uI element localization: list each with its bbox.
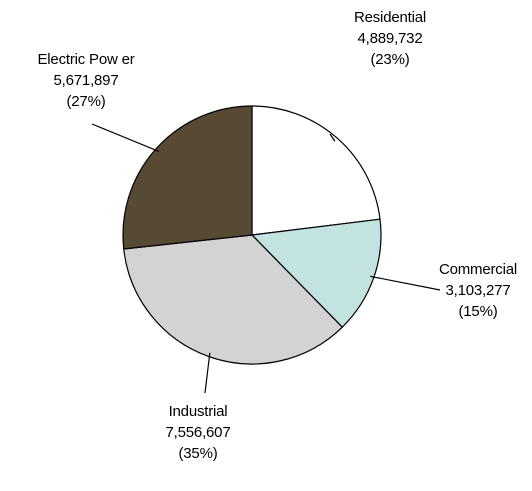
label-name-residential: Residential	[354, 9, 426, 26]
leader-lines	[91, 123, 441, 394]
leader-line-commercial	[370, 275, 441, 291]
pie-slices	[122, 105, 382, 365]
leader-line-industrial	[204, 352, 211, 394]
label-percent-residential: (23%)	[370, 51, 409, 68]
leader-line-residential	[329, 133, 336, 142]
leader-line-electric-pow-er	[91, 123, 160, 153]
label-name-electric-pow-er: Electric Pow er	[37, 51, 134, 68]
pie-slice-residential	[251, 105, 381, 236]
data-labels: Residential 4,889,732 (23%) Commercial 3,103…	[37, 9, 517, 462]
label-percent-commercial: (15%)	[458, 303, 497, 320]
label-value-residential: 4,889,732	[358, 30, 423, 47]
data-label-electric-pow-er: Electric Pow er 5,671,897 (27%)	[37, 51, 134, 110]
label-percent-electric-pow-er: (27%)	[66, 93, 105, 110]
label-value-commercial: 3,103,277	[446, 282, 511, 299]
label-name-commercial: Commercial	[439, 261, 517, 278]
label-value-industrial: 7,556,607	[166, 424, 231, 441]
label-value-electric-pow-er: 5,671,897	[54, 72, 119, 89]
pie-slice-industrial	[123, 234, 343, 365]
label-name-industrial: Industrial	[169, 403, 228, 420]
pie-slice-electric-pow-er	[122, 105, 253, 250]
label-percent-industrial: (35%)	[178, 445, 217, 462]
data-label-commercial: Commercial 3,103,277 (15%)	[439, 261, 517, 320]
data-label-residential: Residential 4,889,732 (23%)	[354, 9, 426, 68]
data-label-industrial: Industrial 7,556,607 (35%)	[166, 403, 231, 462]
